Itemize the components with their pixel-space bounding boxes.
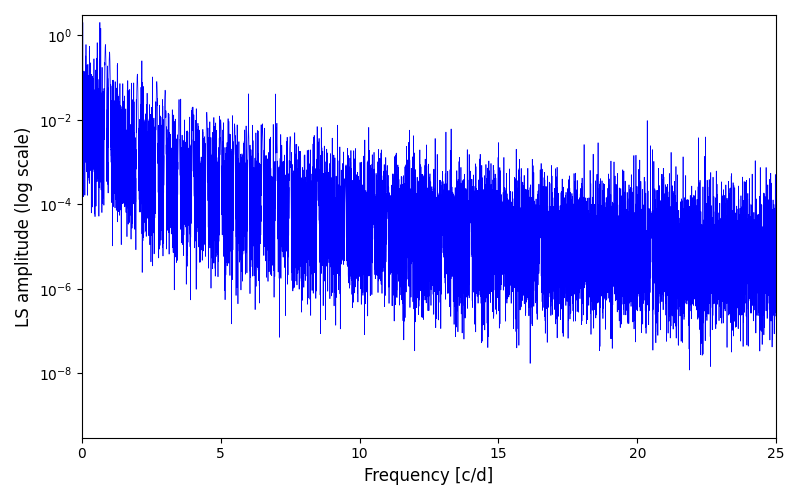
X-axis label: Frequency [c/d]: Frequency [c/d] — [364, 467, 494, 485]
Y-axis label: LS amplitude (log scale): LS amplitude (log scale) — [15, 126, 33, 326]
